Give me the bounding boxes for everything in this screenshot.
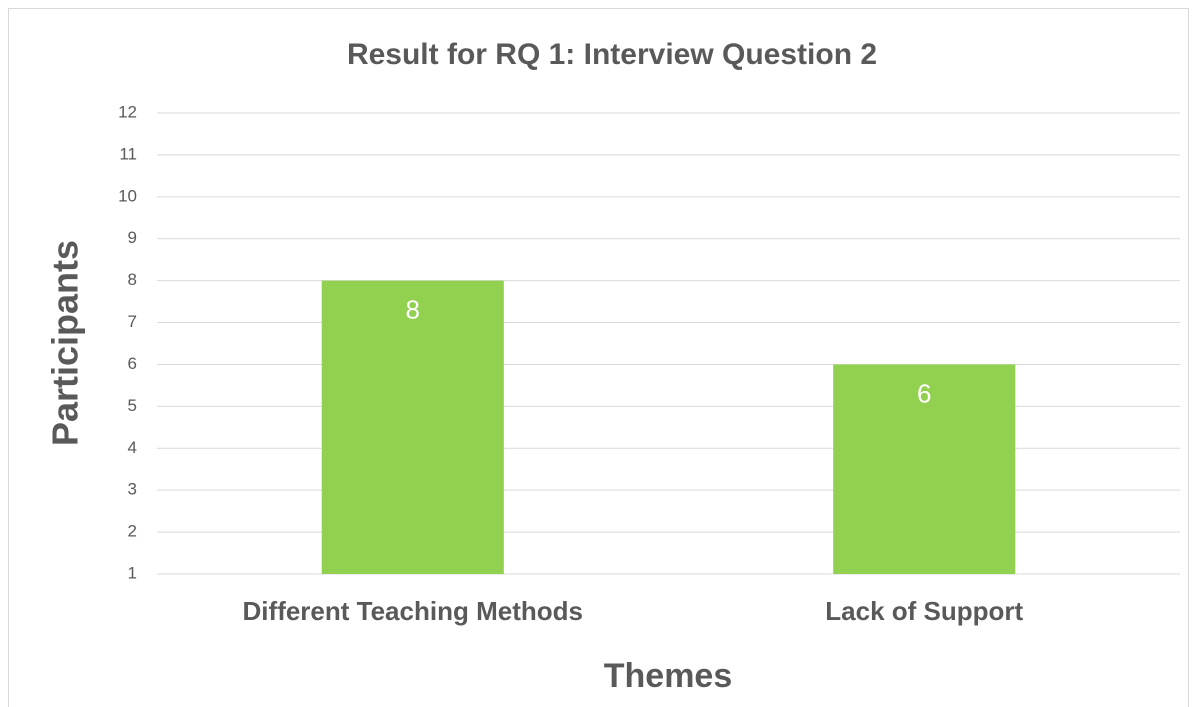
- y-tick-label: 10: [118, 186, 137, 205]
- y-tick-label: 1: [128, 563, 137, 582]
- y-tick-label: 12: [118, 102, 137, 121]
- x-tick-label: Lack of Support: [825, 596, 1023, 626]
- y-tick-label: 4: [128, 438, 137, 457]
- data-label: 6: [917, 378, 931, 408]
- y-tick-label: 8: [128, 270, 137, 289]
- y-tick-label: 2: [128, 522, 137, 541]
- y-tick-label: 6: [128, 354, 137, 373]
- bar: [321, 280, 504, 574]
- data-label: 8: [406, 295, 420, 325]
- y-tick-label: 9: [128, 228, 137, 247]
- bar: [833, 364, 1016, 574]
- chart-border: [8, 8, 1189, 707]
- y-axis-label: Participants: [45, 240, 86, 446]
- x-tick-label: Different Teaching Methods: [243, 596, 583, 626]
- chart-title: Result for RQ 1: Interview Question 2: [347, 38, 877, 71]
- y-tick-label: 3: [128, 480, 137, 499]
- y-tick-label: 11: [119, 144, 137, 163]
- y-tick-label: 5: [128, 396, 137, 415]
- y-tick-label: 7: [128, 312, 137, 331]
- x-axis-label: Themes: [604, 657, 733, 695]
